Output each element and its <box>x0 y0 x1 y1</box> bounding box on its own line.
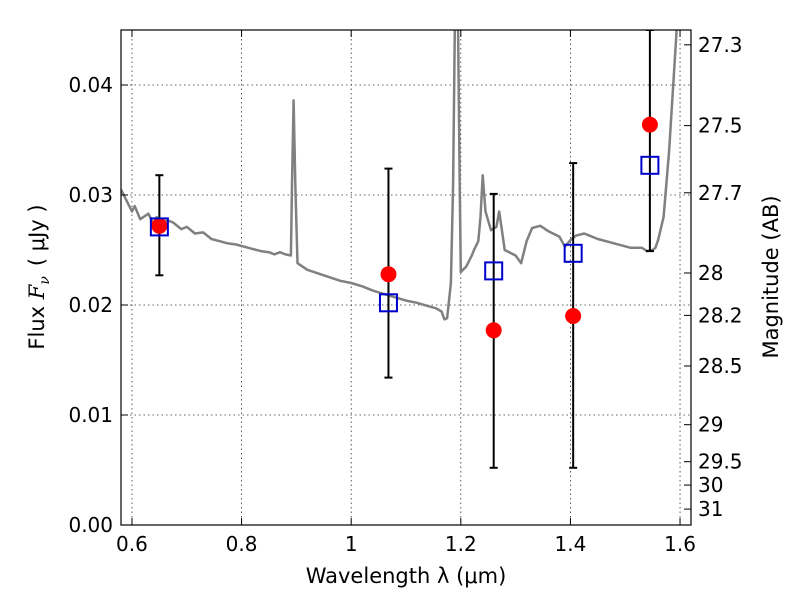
y-axis: 0.00 0.01 0.02 0.03 0.04 <box>68 73 128 537</box>
model-points <box>149 155 660 313</box>
model-point <box>563 243 583 263</box>
magnitude-tick-label: 27.3 <box>698 33 743 57</box>
observed-point <box>565 308 582 324</box>
x-tick-label: 0.6 <box>116 532 148 556</box>
y-axis-title: Flux Fν( μJy ) <box>25 204 53 349</box>
observed-point <box>485 322 502 339</box>
error-bars <box>155 30 654 469</box>
plot-frame <box>120 29 692 526</box>
magnitude-tick-label: 27.7 <box>698 181 743 205</box>
magnitude-tick-label: 28 <box>698 261 723 285</box>
magnitude-tick-label: 28.2 <box>698 303 743 327</box>
y-tick-label: 0.01 <box>68 403 113 427</box>
magnitude-tick-label: 29 <box>698 413 723 437</box>
y-tick-label: 0.02 <box>68 293 113 317</box>
magnitude-axis-title: Magnitude (AB) <box>759 195 783 358</box>
x-tick-label: 0.8 <box>226 532 258 556</box>
x-tick-label: 1.4 <box>555 532 587 556</box>
observed-point <box>641 116 658 133</box>
x-tick-label: 1 <box>345 532 358 556</box>
x-tick-label: 1.2 <box>445 532 477 556</box>
y-tick-label: 0.03 <box>68 183 113 207</box>
magnitude-tick-label: 30 <box>698 473 723 497</box>
magnitude-tick-label: 27.5 <box>698 114 743 138</box>
model-point <box>640 155 660 175</box>
model-point <box>149 217 169 237</box>
magnitude-tick-label: 31 <box>698 497 723 521</box>
y-tick-label: 0.04 <box>68 73 113 97</box>
magnitude-tick-label: 29.5 <box>698 450 743 474</box>
model-point <box>378 293 398 313</box>
model-point <box>484 261 504 281</box>
observed-point <box>151 217 168 234</box>
magnitude-tick-label: 28.5 <box>698 354 743 378</box>
x-axis: 0.6 0.8 1 1.2 1.4 1.6 <box>116 30 696 556</box>
observed-points <box>151 116 658 339</box>
y-tick-label: 0.00 <box>68 513 113 537</box>
observed-point <box>380 266 397 283</box>
x-tick-label: 1.6 <box>664 532 696 556</box>
x-axis-title: Wavelength λ (μm) <box>306 564 507 588</box>
sed-model-spectrum-line <box>121 30 678 321</box>
grid <box>121 30 691 525</box>
plot-area <box>121 30 678 469</box>
